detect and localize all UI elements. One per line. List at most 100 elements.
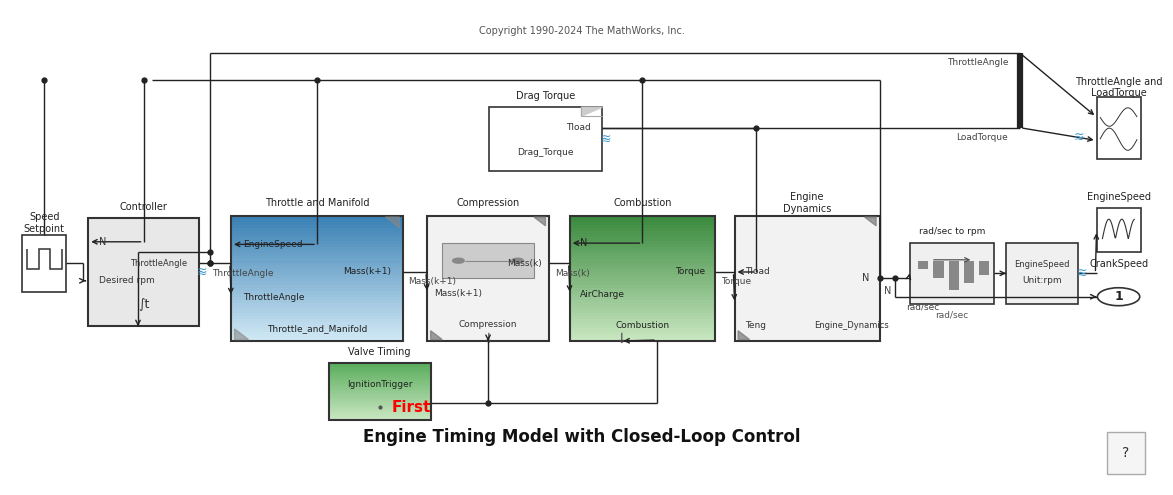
Bar	[231, 297, 402, 300]
Bar	[734, 215, 880, 341]
Bar	[570, 259, 714, 262]
Bar	[570, 252, 714, 256]
Text: Mass(k): Mass(k)	[507, 259, 542, 268]
Bar	[231, 215, 402, 341]
Bar	[570, 215, 714, 219]
Text: Engine Timing Model with Closed-Loop Control: Engine Timing Model with Closed-Loop Con…	[362, 428, 800, 446]
Bar	[570, 262, 714, 266]
Text: Combustion: Combustion	[616, 321, 670, 331]
Bar	[1006, 243, 1078, 304]
Bar	[231, 247, 402, 250]
Polygon shape	[235, 329, 249, 340]
Bar	[1097, 98, 1140, 159]
Text: rad/sec: rad/sec	[907, 302, 940, 311]
Bar	[964, 261, 974, 283]
Text: ≋: ≋	[197, 266, 208, 279]
Polygon shape	[582, 107, 602, 116]
Bar	[570, 319, 714, 322]
Bar	[570, 278, 714, 281]
Text: Throttle and Manifold: Throttle and Manifold	[265, 198, 369, 208]
Bar	[231, 240, 402, 244]
Bar	[570, 228, 714, 231]
Bar	[328, 408, 430, 410]
Text: Compression: Compression	[456, 198, 520, 208]
Text: Compression: Compression	[459, 320, 517, 329]
Bar	[570, 249, 714, 253]
Bar	[570, 334, 714, 338]
Text: ≋: ≋	[1076, 267, 1086, 280]
Circle shape	[511, 258, 523, 263]
Text: CrankSpeed: CrankSpeed	[1089, 259, 1148, 269]
Bar	[1097, 208, 1140, 252]
Text: First: First	[392, 400, 430, 415]
Text: Torque: Torque	[674, 267, 705, 277]
Text: ∫t: ∫t	[137, 298, 149, 311]
Bar	[231, 300, 402, 303]
Bar	[570, 291, 714, 294]
Bar	[570, 315, 714, 319]
Polygon shape	[534, 217, 545, 226]
Bar	[934, 261, 943, 278]
Text: ↓: ↓	[482, 332, 494, 346]
Bar	[328, 364, 430, 367]
Bar	[231, 271, 402, 275]
Bar	[570, 294, 714, 297]
Text: Copyright 1990-2024 The MathWorks, Inc.: Copyright 1990-2024 The MathWorks, Inc.	[479, 26, 684, 36]
Text: Combustion: Combustion	[613, 198, 672, 208]
Bar	[949, 261, 958, 290]
Bar	[570, 221, 714, 225]
Bar	[231, 265, 402, 269]
Bar	[231, 228, 402, 231]
Bar	[328, 395, 430, 397]
Text: Mass(k+1): Mass(k+1)	[408, 277, 456, 286]
Bar	[570, 303, 714, 306]
Bar	[328, 363, 430, 365]
Bar	[570, 338, 714, 341]
Text: ThrottleAngle: ThrottleAngle	[243, 293, 305, 301]
Bar	[231, 237, 402, 241]
Bar	[231, 325, 402, 329]
Text: Speed
Setpoint: Speed Setpoint	[23, 212, 65, 234]
Bar	[918, 261, 928, 269]
Text: Unit:rpm: Unit:rpm	[1022, 276, 1062, 285]
Bar	[328, 363, 430, 420]
Bar	[231, 312, 402, 316]
Text: EngineSpeed: EngineSpeed	[1086, 192, 1151, 202]
Text: Tload: Tload	[745, 267, 769, 277]
Text: ↓: ↓	[615, 332, 626, 346]
Text: ThrottleAngle: ThrottleAngle	[947, 58, 1009, 67]
Bar	[328, 410, 430, 412]
Text: AirCharge: AirCharge	[579, 290, 625, 299]
Bar	[910, 243, 995, 304]
Bar	[231, 322, 402, 325]
Bar	[328, 414, 430, 416]
Bar	[231, 231, 402, 234]
Bar	[570, 256, 714, 259]
Bar	[570, 287, 714, 291]
Bar	[328, 396, 430, 399]
Text: Valve Timing: Valve Timing	[348, 347, 411, 357]
Text: N: N	[579, 238, 588, 248]
Bar	[570, 215, 714, 341]
Text: Throttle_and_Manifold: Throttle_and_Manifold	[266, 324, 367, 333]
Bar	[570, 271, 714, 275]
Text: ThrottleAngle: ThrottleAngle	[212, 269, 274, 278]
Bar	[328, 415, 430, 418]
Bar	[231, 234, 402, 238]
Text: Drag_Torque: Drag_Torque	[517, 148, 574, 156]
Bar	[328, 387, 430, 390]
Bar	[570, 312, 714, 316]
Bar	[231, 328, 402, 332]
Text: N: N	[100, 237, 107, 247]
Bar	[231, 338, 402, 341]
Text: N: N	[862, 273, 869, 283]
Circle shape	[453, 258, 465, 263]
Bar	[328, 368, 430, 371]
Bar	[231, 218, 402, 222]
Bar	[570, 322, 714, 325]
Text: Engine_Dynamics: Engine_Dynamics	[814, 321, 889, 331]
Bar	[328, 366, 430, 369]
Bar	[231, 331, 402, 335]
Bar	[328, 400, 430, 403]
Text: ?: ?	[1123, 446, 1130, 460]
